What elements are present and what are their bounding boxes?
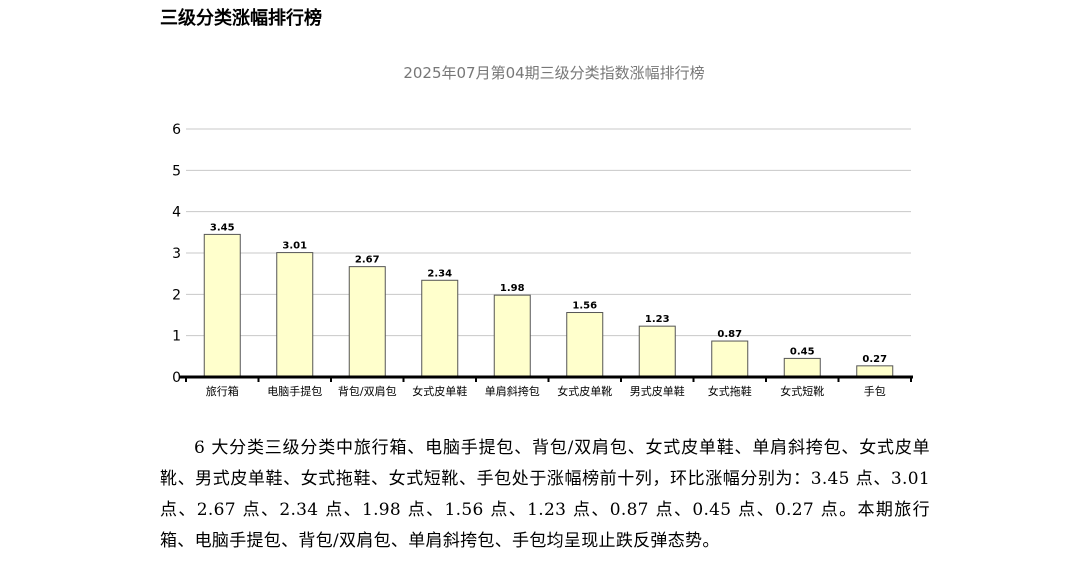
bar: [783, 357, 821, 378]
x-tick-label: 女式皮单靴: [557, 384, 612, 398]
x-tick-label: 女式短靴: [780, 384, 824, 398]
x-axis: [180, 375, 913, 382]
x-tick-label: 男式皮单鞋: [630, 384, 685, 398]
bar: [348, 266, 386, 378]
chart-title: 2025年07月第04期三级分类指数涨幅排行榜: [403, 64, 705, 82]
value-label: 0.27: [862, 354, 887, 365]
bar: [203, 233, 241, 378]
bar: [856, 365, 894, 378]
value-label: 1.23: [645, 314, 670, 325]
x-tick-label: 背包/双肩包: [338, 384, 397, 398]
value-label: 3.45: [210, 222, 235, 233]
x-tick-label: 电脑手提包: [267, 384, 322, 398]
value-label: 1.56: [572, 301, 597, 312]
value-label: 0.45: [790, 346, 815, 357]
bar: [276, 252, 314, 378]
y-tick-label: 1: [172, 329, 181, 345]
chart-container: 2025年07月第04期三级分类指数涨幅排行榜 0 1 2 3 4 5 6 旅行箱 电脑手提包…: [172, 64, 913, 398]
y-tick-label: 4: [172, 205, 181, 221]
y-tick-label: 5: [172, 163, 181, 179]
y-axis-ticks: 0 1 2 3 4 5 6: [172, 122, 181, 386]
y-tick-label: 6: [172, 122, 181, 138]
bar: [421, 279, 459, 378]
section-heading: 三级分类涨幅排行榜: [160, 8, 322, 29]
value-labels: 3.45 3.01 2.67 2.34 1.98 1.56 1.23 0.87 0.45 0.27: [210, 222, 887, 364]
bar: [638, 325, 676, 378]
bars: [203, 233, 894, 378]
x-tick-label: 女式拖鞋: [708, 384, 752, 398]
value-label: 1.98: [500, 283, 525, 294]
x-tick-label: 单肩斜挎包: [485, 384, 540, 398]
x-axis-labels: 旅行箱 电脑手提包 背包/双肩包 女式皮单鞋 单肩斜挎包 女式皮单靴 男式皮单鞋 女式拖鞋 女式…: [206, 384, 886, 398]
description-paragraph: 6 大分类三级分类中旅行箱、电脑手提包、背包/双肩包、女式皮单鞋、单肩斜挎包、女…: [160, 438, 930, 551]
y-tick-label: 3: [172, 246, 181, 262]
x-tick-label: 手包: [864, 384, 886, 398]
x-tick-label: 旅行箱: [206, 384, 239, 398]
bar: [566, 312, 604, 378]
value-label: 3.01: [282, 241, 307, 252]
value-label: 0.87: [717, 329, 742, 340]
y-tick-label: 2: [172, 287, 181, 303]
bar-chart: 0 1 2 3 4 5 6 旅行箱 电脑手提包 背包/双肩包 女式皮单鞋 单肩斜挎包 女式皮单靴 男式皮…: [172, 122, 913, 398]
value-label: 2.67: [355, 255, 380, 266]
y-tick-label: 0: [172, 370, 181, 386]
x-tick-label: 女式皮单鞋: [412, 384, 467, 398]
bar: [711, 340, 749, 378]
bar: [493, 294, 531, 378]
value-label: 2.34: [427, 268, 452, 279]
